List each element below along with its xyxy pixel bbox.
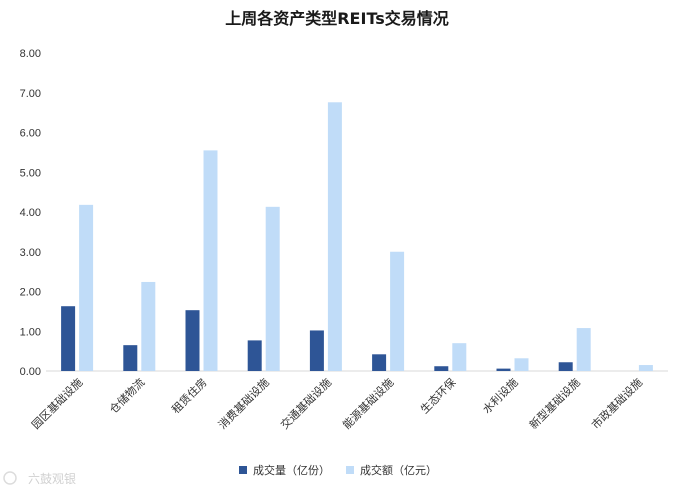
bars [61,102,653,371]
watermark-logo [3,471,17,485]
x-tick-label: 交通基础设施 [277,375,334,432]
x-tick-label: 租赁住房 [169,375,210,416]
x-tick-label: 仓储物流 [106,375,147,416]
x-tick-label: 能源基础设施 [340,375,397,432]
bar-series-1-1 [123,345,138,371]
bar-series-2-2 [203,150,218,371]
legend-swatch-2 [346,466,354,474]
y-tick-label: 7.00 [20,88,41,100]
watermark-text: 六鼓观银 [28,472,76,486]
x-tick-label: 水利设施 [480,376,520,416]
y-tick-label: 1.00 [20,326,41,338]
x-tick-label: 新型基础设施 [526,375,583,432]
bar-series-1-2 [185,310,200,371]
bar-series-1-6 [434,366,449,371]
bar-series-1-7 [496,368,511,371]
bar-series-2-9 [638,365,653,371]
y-tick-label: 3.00 [20,247,41,259]
y-tick-label: 4.00 [20,207,41,219]
chart-title: 上周各资产类型REITs交易情况 [225,9,449,28]
y-tick-label: 8.00 [20,48,41,60]
bar-series-2-8 [576,328,591,371]
y-tick-label: 0.00 [20,366,41,378]
x-tick-label: 生态环保 [417,375,458,416]
bar-series-2-3 [265,206,280,371]
watermark: 六鼓观银 [3,471,76,486]
legend-label-2: 成交额（亿元） [360,463,437,477]
x-tick-label: 园区基础设施 [29,376,85,432]
bar-series-1-5 [372,354,387,371]
y-tick-label: 5.00 [20,167,41,179]
legend: 成交量（亿份） 成交额（亿元） [239,463,437,477]
bar-series-2-6 [452,343,467,371]
bar-series-1-0 [61,306,76,371]
bar-series-1-4 [309,330,324,371]
bar-series-1-8 [558,362,573,371]
y-axis-ticks: 0.00 1.00 2.00 3.00 4.00 5.00 6.00 7.00 8.00 [20,48,41,378]
bar-series-1-3 [247,340,262,371]
bar-series-2-5 [390,251,405,371]
legend-swatch-1 [239,466,247,474]
legend-label-1: 成交量（亿份） [253,463,330,477]
bar-series-2-4 [327,102,342,371]
category-labels: 园区基础设施 仓储物流 租赁住房 消费基础设施 交通基础设施 能源基础设施 生态环保 水利设施… [29,375,645,432]
bar-series-2-0 [79,204,94,371]
x-tick-label: 消费基础设施 [215,375,272,432]
bar-series-2-1 [141,281,156,371]
y-tick-label: 6.00 [20,128,41,140]
y-tick-label: 2.00 [20,287,41,299]
x-tick-label: 市政基础设施 [588,375,645,432]
bar-series-2-7 [514,358,529,371]
